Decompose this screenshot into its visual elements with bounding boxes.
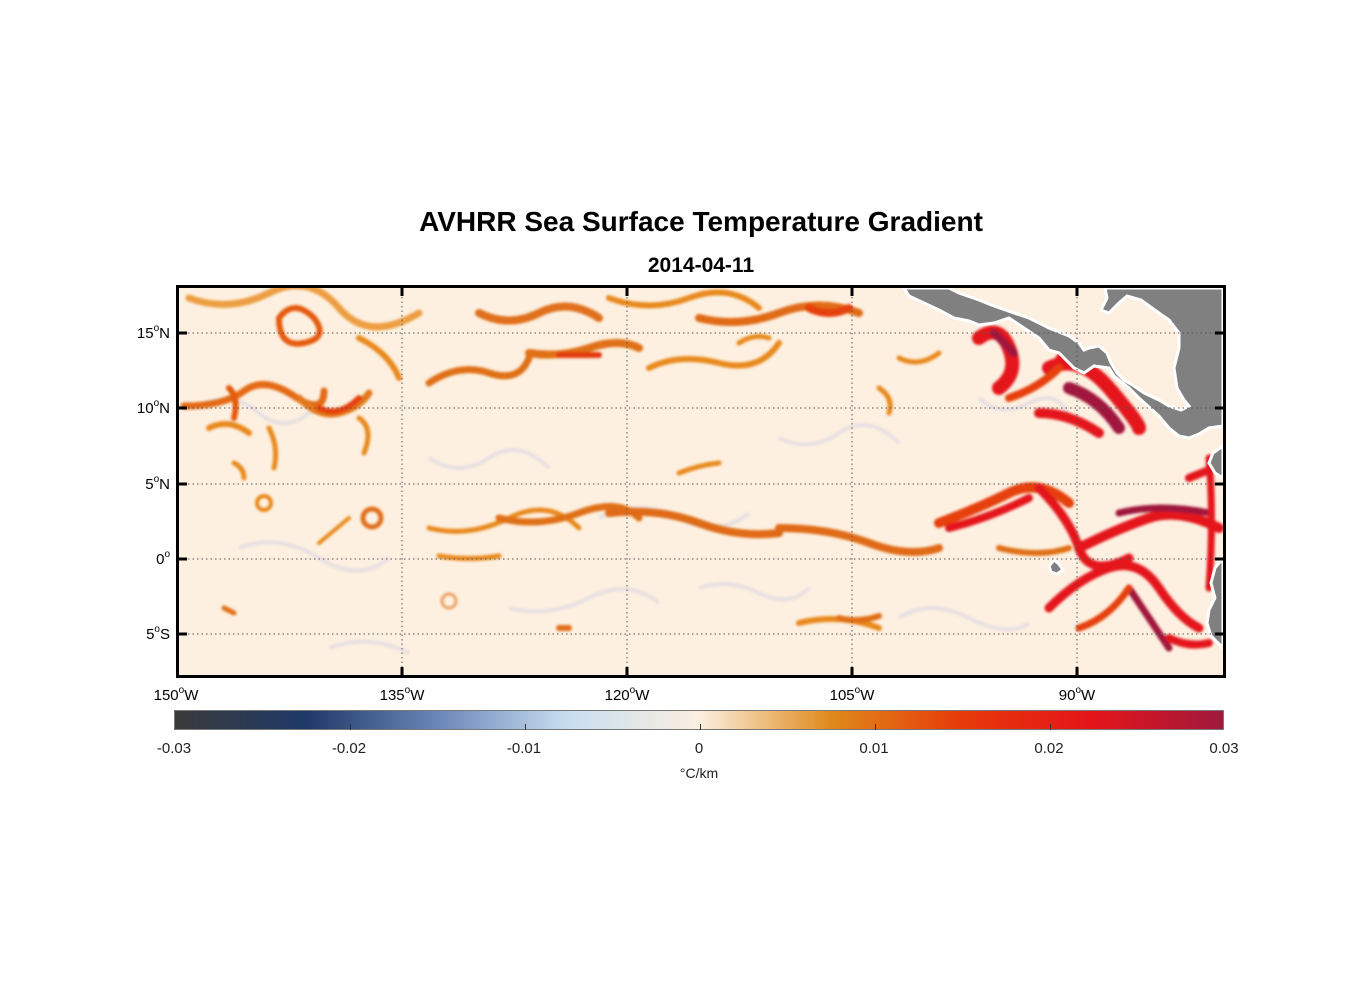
- colorbar-tick-label: 0.03: [1209, 740, 1239, 757]
- peru-coast-land: [1205, 555, 1223, 651]
- lat-label-5s: 5oS: [146, 624, 170, 643]
- colorbar-unit-label: °C/km: [679, 765, 719, 781]
- colorbar-tick-mark: [525, 724, 526, 730]
- lon-label-90w: 90oW: [1058, 685, 1096, 704]
- land-areas: [902, 288, 1223, 651]
- south-america-land: [1207, 444, 1223, 480]
- chart-title: AVHRR Sea Surface Temperature Gradient: [419, 206, 983, 237]
- lat-label-5n: 5oN: [145, 474, 170, 493]
- lon-label-135w: 135oW: [379, 685, 425, 704]
- lon-label-150w: 150oW: [153, 685, 199, 704]
- colorbar: [174, 710, 1224, 730]
- colorbar-tick-mark: [875, 724, 876, 730]
- colorbar-tick-label: 0: [694, 740, 704, 757]
- colorbar-tick-label: 0.01: [859, 740, 889, 757]
- lat-label-10n: 10oN: [136, 398, 170, 417]
- colorbar-tick-label: -0.03: [156, 740, 192, 757]
- chart-subtitle: 2014-04-11: [647, 254, 755, 277]
- colorbar-tick-label: -0.02: [331, 740, 367, 757]
- lon-label-105w: 105oW: [829, 685, 875, 704]
- lat-label-15n: 15oN: [136, 323, 170, 342]
- map-canvas: [179, 288, 1223, 675]
- axis-ticks: [179, 288, 1223, 675]
- colorbar-tick-mark: [700, 724, 701, 730]
- galapagos-land: [1047, 557, 1066, 576]
- colorbar-tick-label: -0.01: [506, 740, 542, 757]
- colorbar-tick-mark: [1050, 724, 1051, 730]
- gradient-fronts: [180, 288, 1223, 652]
- mexico-central-america-land: [902, 288, 1223, 440]
- sst-gradient-map: [176, 285, 1226, 678]
- lon-label-120w: 120oW: [604, 685, 650, 704]
- gridlines: [179, 288, 1223, 675]
- colorbar-tick-mark: [350, 724, 351, 730]
- lat-label-0: 0o: [156, 549, 170, 568]
- colorbar-tick-label: 0.02: [1034, 740, 1064, 757]
